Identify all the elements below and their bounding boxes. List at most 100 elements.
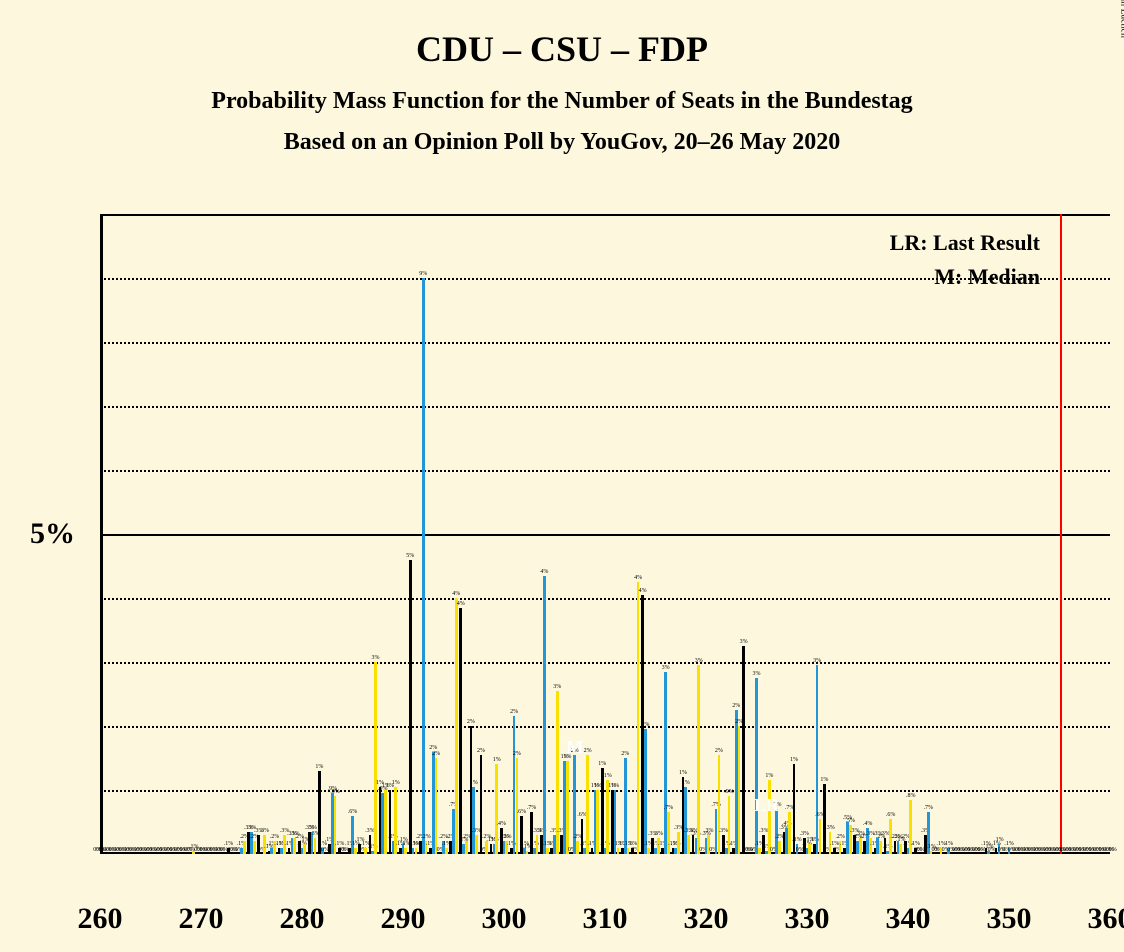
bar-value-label: 2% [584, 748, 592, 754]
bar-value-label: 1% [470, 780, 478, 786]
bar-value-label: 1% [682, 780, 690, 786]
bar-value-label: 1% [790, 757, 798, 763]
bar-value-label: .1% [1004, 841, 1014, 847]
bar-value-label: 2% [732, 703, 740, 709]
bar-black [409, 560, 412, 854]
bar-value-label: 3% [753, 671, 761, 677]
bar-yellow [243, 841, 246, 854]
bar-value-label: .4% [496, 821, 506, 827]
bar-yellow [879, 841, 882, 854]
bar-yellow [354, 848, 357, 854]
x-axis-tick-label: 290 [381, 902, 426, 936]
bar-yellow [374, 662, 377, 854]
x-axis-tick-label: 340 [886, 902, 931, 936]
gridline-solid [100, 214, 1110, 216]
bar-value-label: 4% [452, 591, 460, 597]
x-axis-tick-label: 260 [78, 902, 123, 936]
bar-value-label: 1% [604, 773, 612, 779]
bar-yellow [465, 841, 468, 854]
bar-value-label: .3% [654, 831, 664, 837]
bar-value-label: .6% [348, 809, 358, 815]
copyright-text: © 2020 Filip van Laenen [1118, 0, 1124, 38]
bar-yellow [718, 755, 721, 854]
bar-value-label: 2% [641, 722, 649, 728]
bar-yellow [677, 832, 680, 854]
bar-value-label: 2% [467, 719, 475, 725]
bar-yellow [546, 848, 549, 854]
x-axis-tick-label: 330 [785, 902, 830, 936]
bar-yellow [475, 835, 478, 854]
bar-yellow [303, 844, 306, 854]
bar-value-label: 1% [820, 777, 828, 783]
bar-yellow [788, 812, 791, 854]
bar-value-label: .4% [863, 821, 873, 827]
last-result-marker: LR [754, 795, 779, 816]
bar-yellow [899, 844, 902, 854]
x-axis-tick-label: 350 [987, 902, 1032, 936]
bar-blue [644, 729, 647, 854]
x-axis-tick-label: 270 [179, 902, 224, 936]
bar-black [742, 646, 745, 854]
chart-subtitle-2: Based on an Opinion Poll by YouGov, 20–2… [0, 129, 1124, 156]
bar-value-label: .2% [835, 834, 845, 840]
bar-value-label: 3% [740, 639, 748, 645]
bar-value-label: 2% [429, 745, 437, 751]
bar-value-label: 4% [540, 569, 548, 575]
bar-yellow [495, 764, 498, 854]
gridline-dotted [100, 278, 1110, 280]
bar-yellow [667, 812, 670, 854]
bar-yellow [758, 848, 761, 854]
bar-value-label: 4% [457, 601, 465, 607]
bar-black [823, 784, 826, 854]
bar-yellow [566, 761, 569, 854]
bar-value-label: 3% [662, 665, 670, 671]
bar-yellow [536, 835, 539, 854]
bar-yellow [455, 598, 458, 854]
chart-plot-area: LR: Last Result M: Median 5%260270280290… [100, 214, 1110, 894]
bar-yellow [819, 819, 822, 854]
median-marker: M [566, 737, 583, 758]
bar-black [459, 608, 462, 854]
gridline-dotted [100, 342, 1110, 344]
bar-yellow [576, 841, 579, 854]
bar-yellow [778, 841, 781, 854]
bar-yellow [314, 838, 317, 854]
bar-yellow [586, 755, 589, 854]
bar-value-label: .2% [270, 834, 280, 840]
bar-value-label: .1% [335, 841, 345, 847]
bar-value-label: 3% [372, 655, 380, 661]
x-axis-tick-label: 360 [1088, 902, 1124, 936]
x-axis-tick-label: 300 [482, 902, 527, 936]
x-axis-tick-label: 280 [280, 902, 325, 936]
bar-value-label: .9% [330, 789, 340, 795]
gridline-solid [100, 534, 1110, 536]
bar-yellow [526, 851, 529, 854]
gridline-dotted [100, 662, 1110, 664]
bar-value-label: 3% [813, 658, 821, 664]
bar-yellow [293, 838, 296, 854]
bar-yellow [364, 848, 367, 854]
bar-value-label: 2% [715, 748, 723, 754]
bar-blue [755, 678, 758, 854]
bar-value-label: .1% [944, 841, 954, 847]
bar-value-label: 2% [477, 748, 485, 754]
bar-value-label: .7% [923, 805, 933, 811]
bar-yellow [435, 758, 438, 854]
bar-value-label: 1% [493, 757, 501, 763]
chart-title: CDU – CSU – FDP [0, 28, 1124, 70]
bar-blue [543, 576, 546, 854]
bar-yellow [738, 726, 741, 854]
bar-value-label: 3% [553, 684, 561, 690]
bar-yellow [596, 790, 599, 854]
legend-last-result: LR: Last Result [890, 230, 1040, 256]
bar-value-label: .7% [527, 805, 537, 811]
gridline-dotted [100, 406, 1110, 408]
bar-value-label: .2% [502, 834, 512, 840]
bar-value-label: .1% [224, 841, 234, 847]
bar-value-label: 1% [392, 780, 400, 786]
bar-value-label: .6% [886, 812, 896, 818]
bar-yellow [404, 848, 407, 854]
legend-median: M: Median [934, 264, 1040, 290]
bar-value-label: .6% [517, 809, 527, 815]
bar-value-label: 0% [1109, 847, 1117, 853]
